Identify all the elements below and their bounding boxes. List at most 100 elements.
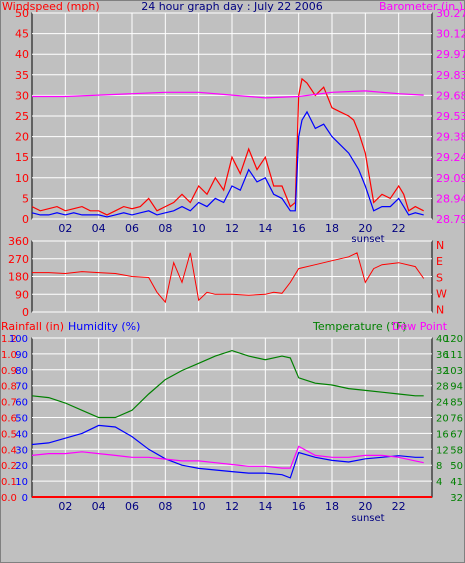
x-tick-label: 06: [125, 222, 139, 235]
temp-right-tick-label: 85: [450, 398, 463, 409]
series-line-dew-point: [31, 445, 424, 469]
rainfall-tick-label: 0.5: [1, 429, 17, 440]
temp-left-tick-label: 20: [436, 414, 449, 425]
compass-tick-label: W: [436, 287, 447, 300]
temp-right-tick-label: 67: [450, 429, 463, 440]
temp-left-tick-label: 16: [436, 429, 449, 440]
temp-right-tick-label: 32: [450, 493, 463, 504]
x-tick-label: 16: [292, 500, 306, 513]
x-tick-label: 06: [125, 500, 139, 513]
temp-left-tick-label: 32: [436, 366, 449, 377]
rainfall-tick-label: 1.0: [1, 350, 17, 361]
series-line-wind-direction: [32, 252, 425, 304]
temp-left-tick-label: 8: [436, 461, 442, 472]
barometer-tick-label: 28.94: [436, 192, 465, 205]
barometer-tick-label: 29.09: [436, 172, 465, 185]
rainfall-tick-label: 0.0: [1, 493, 17, 504]
temp-left-tick-label: 4: [436, 477, 442, 488]
x-tick-label: 04: [92, 500, 106, 513]
x-tick-label: 12: [225, 222, 239, 235]
sunset-label-top: sunset: [351, 234, 384, 245]
humidity-tick-label: 30: [15, 445, 28, 456]
x-tick-label: 22: [392, 500, 406, 513]
humidity-tick-label: 100: [9, 334, 28, 345]
compass-tick-label: N: [436, 239, 444, 252]
barometer-tick-label: 29.97: [436, 48, 465, 61]
humidity-tick-label: 50: [15, 414, 28, 425]
compass-tick-label: N: [436, 304, 444, 317]
rainfall-tick-label: 0.9: [1, 366, 17, 377]
x-tick-label: 10: [192, 222, 206, 235]
chart-title: 24 hour graph day : July 22 2006: [141, 0, 323, 13]
humidity-tick-label: 60: [15, 398, 28, 409]
humidity-tick-label: 10: [15, 477, 28, 488]
barometer-tick-label: 29.68: [436, 89, 465, 102]
direction-tick-label: 180: [8, 271, 29, 284]
temp-right-tick-label: 111: [444, 350, 463, 361]
x-tick-label: 18: [325, 500, 339, 513]
x-tick-label: 12: [225, 500, 239, 513]
direction-tick-label: 0: [22, 306, 29, 319]
series-line-windspeed-mph-: [31, 77, 424, 216]
humidity-axis-title: Humidity (%): [68, 320, 140, 333]
x-tick-label: 20: [358, 500, 372, 513]
rainfall-tick-label: 0.4: [1, 445, 17, 456]
series-line-wind-avg: [31, 110, 424, 218]
x-tick-label: 20: [358, 222, 372, 235]
windspeed-tick-label: 0: [22, 213, 29, 226]
temp-right-tick-label: 76: [450, 414, 463, 425]
compass-tick-label: S: [436, 271, 443, 284]
x-tick-label: 10: [192, 500, 206, 513]
windspeed-tick-label: 20: [15, 131, 29, 144]
humidity-tick-label: 90: [15, 350, 28, 361]
series-layer: [31, 77, 432, 498]
windspeed-tick-label: 10: [15, 172, 29, 185]
compass-tick-label: E: [436, 255, 443, 268]
rainfall-tick-label: 0.2: [1, 461, 17, 472]
direction-tick-label: 360: [8, 235, 29, 248]
x-tick-label: 04: [92, 222, 106, 235]
x-tick-label: 18: [325, 222, 339, 235]
temp-right-tick-label: 120: [444, 334, 463, 345]
x-tick-label: 14: [258, 222, 272, 235]
temp-left-tick-label: 40: [436, 334, 449, 345]
series-line-barometer-in-: [32, 90, 424, 99]
direction-tick-label: 270: [8, 253, 29, 266]
rainfall-tick-label: 0.7: [1, 398, 17, 409]
windspeed-tick-label: 45: [15, 28, 29, 41]
barometer-tick-label: 29.38: [436, 131, 465, 144]
rainfall-tick-label: 0.8: [1, 382, 17, 393]
barometer-tick-label: 29.24: [436, 151, 465, 164]
windspeed-tick-label: 30: [15, 89, 29, 102]
x-tick-label: 08: [158, 222, 172, 235]
windspeed-tick-label: 35: [15, 69, 29, 82]
series-line-temperature-f-: [31, 349, 424, 419]
temp-right-tick-label: 103: [444, 366, 463, 377]
barometer-tick-label: 30.27: [436, 7, 465, 20]
x-tick-label: 02: [58, 222, 72, 235]
windspeed-tick-label: 50: [15, 7, 29, 20]
windspeed-axis-title: Windspeed (mph): [2, 0, 100, 13]
x-tick-label: 14: [258, 500, 272, 513]
windspeed-tick-label: 15: [15, 151, 29, 164]
barometer-tick-label: 28.79: [436, 213, 465, 226]
x-tick-label: 16: [292, 222, 306, 235]
humidity-tick-label: 70: [15, 382, 28, 393]
x-tick-label: 08: [158, 500, 172, 513]
windspeed-tick-label: 40: [15, 48, 29, 61]
temp-left-tick-label: 28: [436, 382, 449, 393]
windspeed-tick-label: 5: [22, 192, 29, 205]
direction-tick-label: 90: [15, 288, 29, 301]
temp-right-tick-label: 94: [450, 382, 463, 393]
rainfall-axis-title: Rainfall (in): [1, 320, 64, 333]
rainfall-tick-label: 0.6: [1, 414, 17, 425]
temp-left-tick-label: 24: [436, 398, 449, 409]
rainfall-tick-label: 1.2: [1, 334, 17, 345]
dewpoint-axis-title: Dew Point: [392, 320, 448, 333]
x-tick-label: 22: [392, 222, 406, 235]
windspeed-tick-label: 25: [15, 110, 29, 123]
temp-right-tick-label: 50: [450, 461, 463, 472]
